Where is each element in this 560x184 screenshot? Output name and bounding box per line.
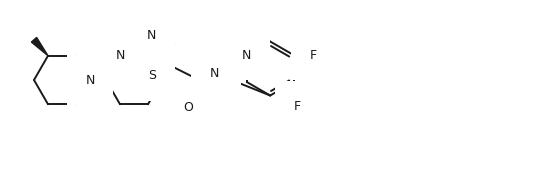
- Text: N: N: [242, 49, 251, 61]
- Text: N: N: [115, 49, 125, 62]
- Text: S: S: [148, 69, 156, 82]
- Polygon shape: [31, 38, 48, 56]
- Text: N: N: [85, 73, 95, 86]
- Text: H: H: [216, 68, 225, 79]
- Text: N: N: [147, 29, 156, 42]
- Text: F: F: [294, 100, 301, 112]
- Text: N: N: [209, 67, 219, 80]
- Text: O: O: [183, 101, 193, 114]
- Text: F: F: [310, 49, 317, 61]
